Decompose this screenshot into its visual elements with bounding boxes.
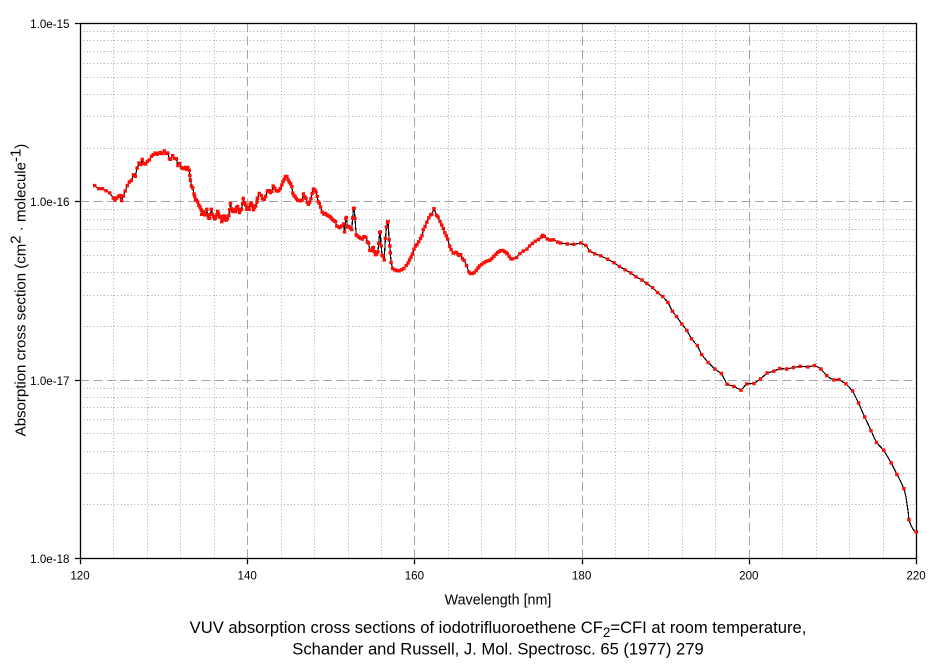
svg-text:220: 220 (906, 570, 925, 583)
svg-text:Absorption cross section (cm2: Absorption cross section (cm2 · molecule… (8, 144, 30, 437)
svg-text:180: 180 (572, 570, 591, 583)
svg-text:Wavelength [nm]: Wavelength [nm] (445, 593, 552, 609)
svg-text:1.0e-18: 1.0e-18 (30, 553, 69, 566)
svg-text:1.0e-15: 1.0e-15 (30, 18, 69, 31)
svg-text:Schander and Russell, J. Mol.: Schander and Russell, J. Mol. Spectrosc.… (292, 639, 703, 658)
svg-text:120: 120 (70, 570, 89, 583)
svg-text:200: 200 (739, 570, 758, 583)
svg-text:140: 140 (238, 570, 257, 583)
svg-text:VUV absorption cross sections: VUV absorption cross sections of iodotri… (190, 618, 807, 640)
svg-text:1.0e-17: 1.0e-17 (30, 375, 69, 388)
svg-text:160: 160 (405, 570, 424, 583)
svg-text:1.0e-16: 1.0e-16 (30, 196, 69, 209)
